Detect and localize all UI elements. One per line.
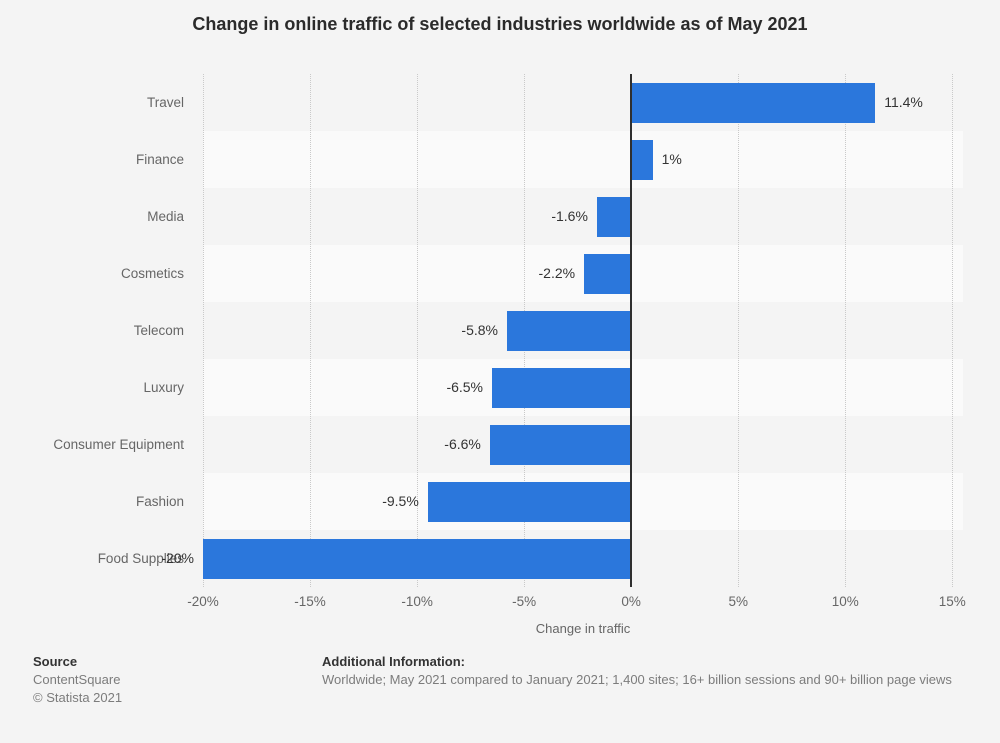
- bar: [507, 310, 632, 351]
- source-block: Source ContentSquare © Statista 2021: [33, 653, 122, 707]
- bar: [489, 424, 632, 465]
- category-label: Travel: [146, 95, 184, 110]
- category-label: Consumer Equipment: [53, 437, 184, 452]
- x-gridline: [952, 74, 954, 587]
- x-tick-label: 10%: [831, 594, 859, 609]
- additional-info-block: Additional Information: Worldwide; May 2…: [322, 653, 952, 689]
- plot-area: 11.4% 1% -1.6% -2.2% -5.8% -6.5% -6.6% -9.5% -20…: [161, 74, 963, 587]
- bar-value-label: -9.5%: [382, 493, 419, 509]
- category-axis: Travel Finance Media Cosmetics Telecom Luxury…: [0, 74, 203, 587]
- source-label: Source: [33, 654, 78, 669]
- x-tick-label: -15%: [294, 594, 326, 609]
- category-label: Luxury: [143, 380, 184, 395]
- x-tick-label: -5%: [512, 594, 537, 609]
- additional-info-text: Worldwide; May 2021 compared to January …: [322, 672, 952, 687]
- zero-baseline: [630, 74, 633, 587]
- x-tick-label: 0%: [621, 594, 641, 609]
- category-label: Telecom: [133, 323, 184, 338]
- bar-value-label: -5.8%: [461, 322, 498, 338]
- bar-value-label: -2.2%: [538, 265, 576, 281]
- category-label: Media: [147, 209, 184, 224]
- x-axis-title: Change in traffic: [535, 621, 631, 636]
- bar: [427, 481, 632, 522]
- bar: [631, 139, 653, 180]
- x-gridline: [845, 74, 847, 587]
- category-label: Food Supplies: [97, 551, 184, 566]
- bar: [631, 82, 876, 123]
- x-gridline: [417, 74, 419, 587]
- row-stripe: [203, 245, 963, 302]
- x-axis-ticks: -20% -15% -10% -5% 0% 5% 10% 15%: [187, 594, 966, 611]
- additional-info-label: Additional Information:: [322, 654, 465, 669]
- category-label: Finance: [135, 152, 184, 167]
- bar-value-label: -6.6%: [444, 436, 481, 452]
- row-stripe: [203, 131, 963, 188]
- x-gridline: [738, 74, 740, 587]
- bar-value-label: -1.6%: [551, 208, 588, 224]
- x-gridline: [203, 74, 204, 587]
- bar: [584, 253, 632, 294]
- bar-value-label: -20%: [161, 550, 194, 566]
- category-label: Cosmetics: [120, 266, 184, 281]
- source-name: ContentSquare: [33, 672, 121, 687]
- bar-value-label: 1%: [661, 151, 682, 167]
- x-tick-label: -10%: [401, 594, 433, 609]
- bar: [596, 196, 632, 237]
- bar: [492, 367, 632, 408]
- x-tick-label: 5%: [728, 594, 748, 609]
- bar-value-label: 11.4%: [884, 94, 923, 110]
- bar: [203, 538, 632, 579]
- copyright-note: © Statista 2021: [33, 690, 123, 705]
- bar-value-label: -6.5%: [446, 379, 484, 395]
- x-tick-label: -20%: [187, 594, 219, 609]
- x-tick-label: 15%: [938, 594, 966, 609]
- chart-title: Change in online traffic of selected ind…: [192, 14, 808, 34]
- category-label: Fashion: [135, 494, 184, 509]
- x-gridline: [310, 74, 312, 587]
